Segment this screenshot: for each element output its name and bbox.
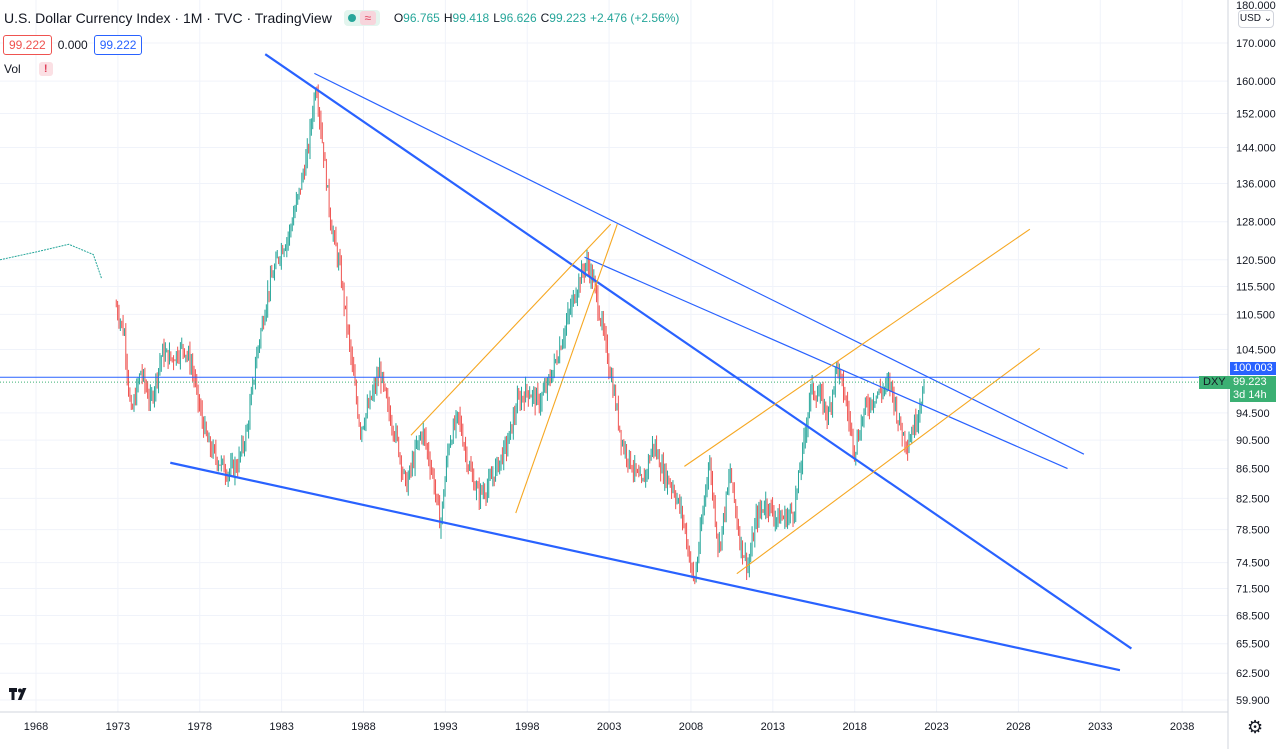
quick-order-panel: 99.222 0.000 99.222 xyxy=(3,35,143,55)
horizontal-gridlines xyxy=(0,42,1228,701)
volume-label: Vol xyxy=(4,62,21,76)
trendline-drawings[interactable] xyxy=(170,53,1133,672)
compare-wave-icon: ≈ xyxy=(359,11,376,25)
y-tick-label: 120.500 xyxy=(1236,255,1276,267)
y-tick-label: 136.000 xyxy=(1236,179,1276,191)
buy-button[interactable]: 99.222 xyxy=(93,35,143,55)
y-tick-label: 68.500 xyxy=(1236,611,1270,623)
y-tick-label: 144.000 xyxy=(1236,143,1276,155)
last-price-tag: 99.223 xyxy=(1230,376,1276,389)
blue-trendline[interactable] xyxy=(264,53,1133,650)
countdown-tag: 3d 14h xyxy=(1230,389,1276,402)
price-candles xyxy=(0,84,925,585)
y-tick-label: 152.000 xyxy=(1236,108,1276,120)
x-tick-label: 2033 xyxy=(1088,721,1112,733)
x-tick-label: 1968 xyxy=(24,721,48,733)
x-tick-label: 1988 xyxy=(351,721,375,733)
blue-trendline[interactable] xyxy=(314,72,1085,455)
ohlc-value: 99.418 xyxy=(452,11,490,25)
y-tick-label: 62.500 xyxy=(1236,668,1270,680)
x-tick-label: 1983 xyxy=(269,721,293,733)
x-tick-label: 2008 xyxy=(679,721,703,733)
y-tick-label: 128.000 xyxy=(1236,217,1276,229)
x-tick-label: 1973 xyxy=(106,721,130,733)
time-scale[interactable]: 1968 1973 1978 1983 1988 1993 1998 2003 2008 2013… xyxy=(24,721,1195,733)
y-tick-label: 86.500 xyxy=(1236,464,1270,476)
ohlc-values: O96.765 H99.418 L96.626 C99.223 +2.476 (… xyxy=(394,11,680,25)
symbol-title[interactable]: U.S. Dollar Currency Index · 1M · TVC · … xyxy=(4,10,332,26)
volume-legend[interactable]: Vol ! xyxy=(4,62,53,76)
vertical-gridlines xyxy=(35,0,1183,712)
blue-trendline[interactable] xyxy=(584,256,1068,470)
y-tick-label: 170.000 xyxy=(1236,38,1276,50)
tradingview-logo-icon[interactable] xyxy=(8,686,30,702)
currency-selector[interactable]: USD ⌄ xyxy=(1238,10,1274,28)
pre-history-line xyxy=(0,243,102,279)
x-tick-label: 2028 xyxy=(1006,721,1030,733)
y-tick-label: 110.500 xyxy=(1236,309,1275,321)
x-tick-label: 2003 xyxy=(597,721,621,733)
ohlc-value: 96.626 xyxy=(499,11,537,25)
x-tick-label: 1993 xyxy=(433,721,457,733)
symbol-tag: DXY xyxy=(1199,376,1230,389)
current-price-tag: 100.003 xyxy=(1230,362,1276,375)
y-tick-label: 82.500 xyxy=(1236,493,1270,505)
orange-channel-line[interactable] xyxy=(515,224,618,514)
ohlc-value: 99.223 xyxy=(549,11,586,25)
y-tick-label: 160.000 xyxy=(1236,76,1276,88)
x-tick-label: 2023 xyxy=(924,721,948,733)
x-tick-label: 2013 xyxy=(761,721,785,733)
ohlc-key: H xyxy=(443,11,453,25)
orange-channel-line[interactable] xyxy=(736,347,1041,575)
status-pill[interactable]: ≈ xyxy=(343,10,380,26)
ohlc-value: 96.765 xyxy=(403,11,440,25)
ohlc-key: L xyxy=(493,11,500,25)
y-tick-label: 115.500 xyxy=(1236,281,1275,293)
change-value: +2.476 (+2.56%) xyxy=(590,11,680,25)
y-tick-label: 65.500 xyxy=(1236,639,1270,651)
y-tick-label: 59.900 xyxy=(1236,695,1270,707)
x-tick-label: 1978 xyxy=(188,721,212,733)
y-tick-label: 94.500 xyxy=(1236,408,1270,420)
y-tick-label: 90.500 xyxy=(1236,435,1270,447)
chart-legend: U.S. Dollar Currency Index · 1M · TVC · … xyxy=(4,8,679,28)
y-tick-label: 71.500 xyxy=(1236,584,1270,596)
market-open-dot-icon xyxy=(347,14,356,22)
spread-value: 0.000 xyxy=(57,36,88,54)
price-scale-top-label: 180.000 xyxy=(1236,0,1276,12)
orange-channel-line[interactable] xyxy=(684,228,1031,467)
y-tick-label: 74.500 xyxy=(1236,558,1270,570)
x-tick-label: 2018 xyxy=(842,721,866,733)
price-scale[interactable]: 170.000 160.000 152.000 144.000 136.000 128.0… xyxy=(1236,38,1276,707)
ohlc-key: O xyxy=(393,11,404,25)
x-tick-label: 1998 xyxy=(515,721,539,733)
warning-icon[interactable]: ! xyxy=(38,62,53,76)
gear-icon[interactable]: ⚙ xyxy=(1247,717,1264,737)
current-price-line xyxy=(0,376,1228,383)
blue-trendline[interactable] xyxy=(170,461,1121,672)
y-tick-label: 104.500 xyxy=(1236,344,1276,356)
ohlc-key: C xyxy=(540,11,550,25)
sell-button[interactable]: 99.222 xyxy=(3,35,52,55)
y-tick-label: 78.500 xyxy=(1236,525,1270,537)
x-tick-label: 2038 xyxy=(1170,721,1194,733)
orange-channel-line[interactable] xyxy=(410,223,612,436)
